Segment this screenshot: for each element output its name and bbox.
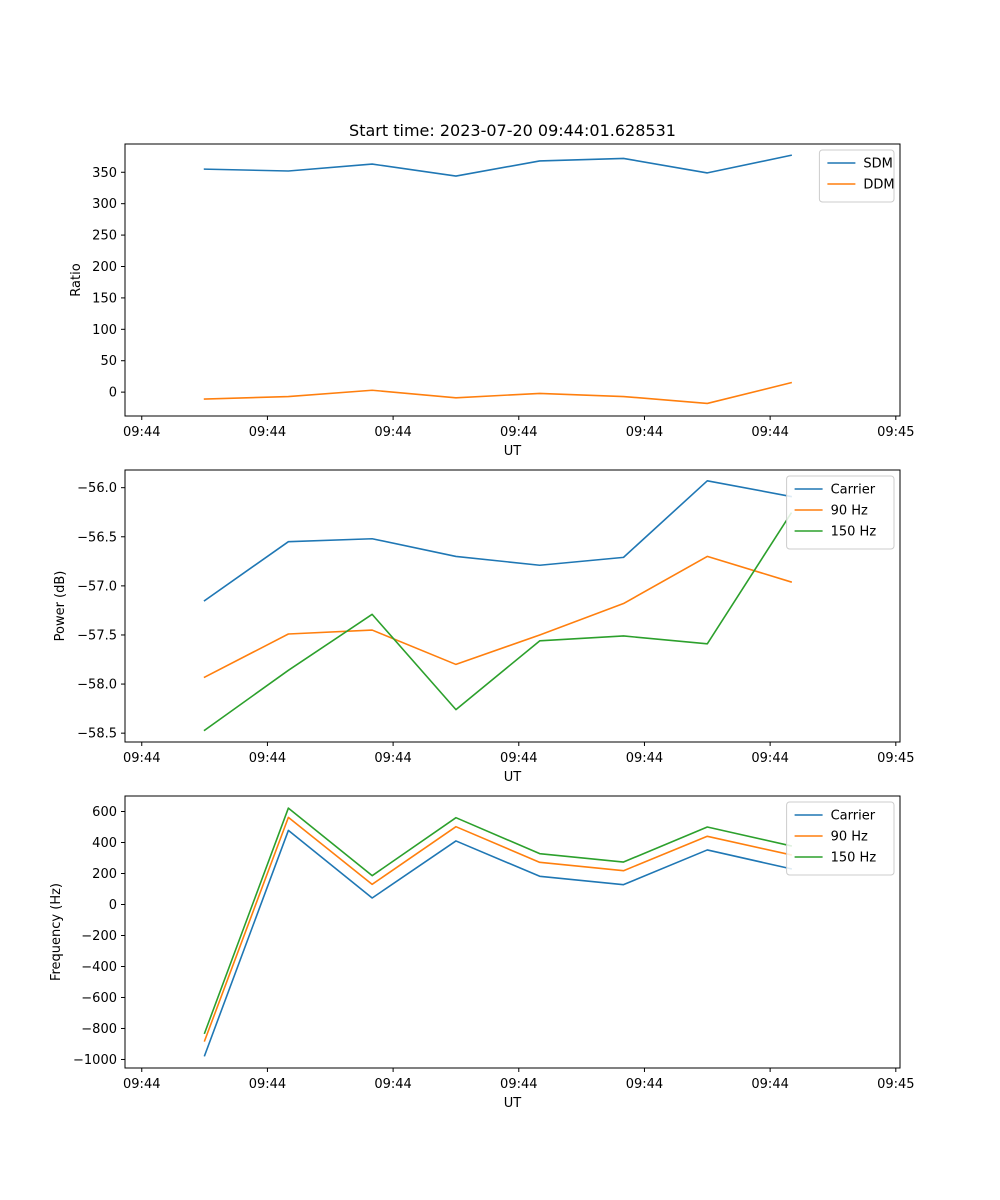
charts-container: 0 50 100 150 200 250 300 350 09:44 09:44 09:44 09:4…	[49, 143, 915, 1111]
y-tick-label: 600	[92, 805, 117, 820]
axes-frame	[124, 143, 901, 417]
y-axis-label: Ratio	[69, 263, 84, 296]
figure-title: Start time: 2023-07-20 09:44:01.628531	[349, 121, 676, 140]
y-tick-label: −57.0	[77, 579, 117, 594]
y-tick-label: −400	[81, 960, 117, 975]
legend-label: Carrier	[831, 809, 876, 824]
y-tick-label: −56.0	[77, 481, 117, 496]
series-line-90-hz	[203, 816, 793, 1042]
x-tick-label: 09:44	[500, 751, 537, 766]
x-tick-label: 09:44	[626, 425, 663, 440]
legend-label: 150 Hz	[831, 851, 877, 866]
series-line-90-hz	[203, 555, 793, 679]
legend-label: 150 Hz	[831, 525, 877, 540]
y-axis-label: Frequency (Hz)	[49, 883, 64, 981]
x-tick-label: 09:44	[751, 1077, 788, 1092]
x-tick-label: 09:45	[877, 751, 914, 766]
axes-frame	[124, 795, 901, 1069]
y-tick-label: −800	[81, 1022, 117, 1037]
y-tick-label: −600	[81, 991, 117, 1006]
y-tick-label: −56.5	[77, 530, 117, 545]
legend-label: 90 Hz	[831, 830, 868, 845]
y-tick-label: 150	[92, 291, 117, 306]
legend-label: SDM	[863, 157, 892, 172]
series-line-150-hz	[203, 512, 793, 732]
x-axis-label: UT	[504, 444, 522, 459]
legend: Carrier 90 Hz 150 Hz	[786, 801, 895, 876]
y-tick-label: 0	[109, 898, 117, 913]
x-tick-label: 09:44	[374, 425, 411, 440]
x-axis-label: UT	[504, 770, 522, 785]
chart-panel-2: −58.5 −58.0 −57.5 −57.0 −56.5 −56.0 09:44 09:44…	[53, 469, 915, 785]
y-tick-label: −58.0	[77, 678, 117, 693]
y-tick-label: 0	[109, 386, 117, 401]
legend-label: 90 Hz	[831, 504, 868, 519]
y-tick-label: −200	[81, 929, 117, 944]
x-tick-label: 09:45	[877, 1077, 914, 1092]
y-tick-label: 300	[92, 197, 117, 212]
y-axis-label: Power (dB)	[53, 571, 68, 642]
y-tick-label: 50	[100, 354, 117, 369]
y-tick-label: −57.5	[77, 628, 117, 643]
legend-label: Carrier	[831, 483, 876, 498]
y-tick-label: 200	[92, 867, 117, 882]
y-tick-label: 200	[92, 260, 117, 275]
y-tick-label: −58.5	[77, 727, 117, 742]
series-line-carrier	[203, 479, 793, 602]
chart-panel-1: 0 50 100 150 200 250 300 350 09:44 09:44 09:44 09:4…	[69, 143, 915, 459]
legend-label: DDM	[863, 178, 894, 193]
y-tick-label: 350	[92, 166, 117, 181]
y-tick-label: 100	[92, 323, 117, 338]
x-tick-label: 09:45	[877, 425, 914, 440]
y-tick-label: 250	[92, 229, 117, 244]
y-tick-label: −1000	[73, 1053, 117, 1068]
x-tick-label: 09:44	[249, 1077, 286, 1092]
x-tick-label: 09:44	[374, 751, 411, 766]
x-tick-label: 09:44	[123, 425, 160, 440]
axes-frame	[124, 469, 901, 743]
series-line-ddm	[203, 381, 793, 405]
x-tick-label: 09:44	[123, 751, 160, 766]
x-tick-label: 09:44	[751, 425, 788, 440]
legend: SDM DDM	[818, 149, 895, 203]
chart-panel-3: −1000 −800 −600 −400 −200 0 200 400 600 09:44 09:4…	[49, 795, 915, 1111]
legend: Carrier 90 Hz 150 Hz	[786, 475, 895, 550]
x-tick-label: 09:44	[500, 1077, 537, 1092]
series-line-carrier	[203, 829, 793, 1057]
x-tick-label: 09:44	[249, 751, 286, 766]
x-tick-label: 09:44	[626, 1077, 663, 1092]
x-tick-label: 09:44	[123, 1077, 160, 1092]
series-line-sdm	[203, 154, 793, 177]
x-tick-label: 09:44	[751, 751, 788, 766]
x-tick-label: 09:44	[500, 425, 537, 440]
y-tick-label: 400	[92, 836, 117, 851]
x-tick-label: 09:44	[626, 751, 663, 766]
x-tick-label: 09:44	[249, 425, 286, 440]
x-tick-label: 09:44	[374, 1077, 411, 1092]
series-line-150-hz	[203, 807, 793, 1035]
x-axis-label: UT	[504, 1096, 522, 1111]
